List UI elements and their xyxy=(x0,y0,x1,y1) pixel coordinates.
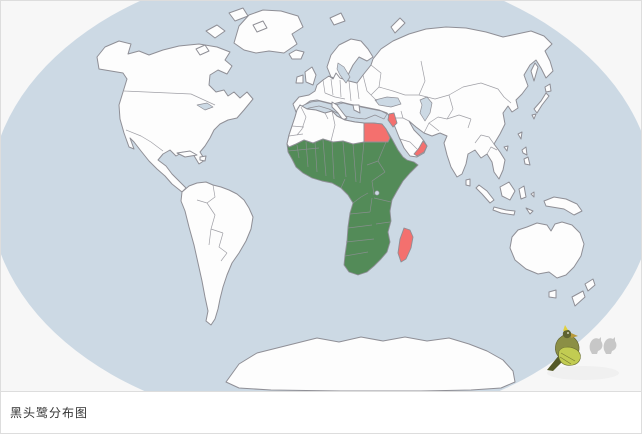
iceland xyxy=(288,49,305,60)
great-lakes xyxy=(196,102,214,111)
bird-illustration-icon xyxy=(547,325,581,371)
british-isles xyxy=(295,66,317,86)
black-sea xyxy=(374,96,402,108)
north-america xyxy=(96,40,254,193)
tasmania xyxy=(548,289,557,299)
gray-bird-silhouettes-icon xyxy=(589,337,617,354)
island xyxy=(195,7,268,56)
greece xyxy=(352,104,361,114)
lake-victoria xyxy=(374,190,380,196)
indonesia xyxy=(475,181,535,216)
bird-wing xyxy=(558,346,581,366)
novaya-zemlya xyxy=(390,17,406,34)
japan xyxy=(531,83,552,120)
philippines xyxy=(521,146,531,166)
bird-crest xyxy=(563,325,568,331)
world-map xyxy=(1,1,641,391)
bird-logo-watermark xyxy=(547,325,619,380)
bird-beak xyxy=(571,333,578,338)
gray-bird xyxy=(589,337,603,354)
sub-saharan-borders xyxy=(287,139,392,257)
caspian-sea xyxy=(419,96,433,122)
baltic-sea xyxy=(336,62,351,84)
hainan xyxy=(503,145,509,152)
world-map-svg xyxy=(1,1,641,391)
bird-eye xyxy=(567,332,569,334)
range-egypt xyxy=(363,122,391,143)
caption-bar: 黑头鹭分布图 xyxy=(1,391,641,433)
new-guinea xyxy=(543,196,583,216)
south-america xyxy=(180,181,254,326)
gray-bird xyxy=(603,337,617,354)
north-america-borders xyxy=(123,90,216,152)
eurasia-borders xyxy=(322,60,512,155)
new-zealand xyxy=(571,278,596,307)
bird-wing-streaks xyxy=(559,352,576,365)
australia xyxy=(509,221,585,279)
south-america-borders xyxy=(196,184,228,262)
mediterranean-sea xyxy=(297,100,388,120)
sakhalin xyxy=(530,62,539,82)
north-africa xyxy=(286,104,365,148)
africa-group xyxy=(286,104,428,276)
bird-head xyxy=(562,329,572,339)
antarctica xyxy=(225,336,516,391)
logo-shadow xyxy=(547,366,619,380)
caption-text: 黑头鹭分布图 xyxy=(10,406,89,420)
svalbard xyxy=(329,12,346,26)
greenland xyxy=(233,9,304,54)
caribbean-islands xyxy=(176,150,207,162)
range-levant-strip xyxy=(387,112,398,128)
continents xyxy=(96,7,596,391)
north-africa-borders xyxy=(288,106,336,142)
sri-lanka xyxy=(465,178,471,187)
range-oman xyxy=(413,140,428,157)
taiwan xyxy=(517,131,523,140)
range-madagascar xyxy=(397,227,414,263)
